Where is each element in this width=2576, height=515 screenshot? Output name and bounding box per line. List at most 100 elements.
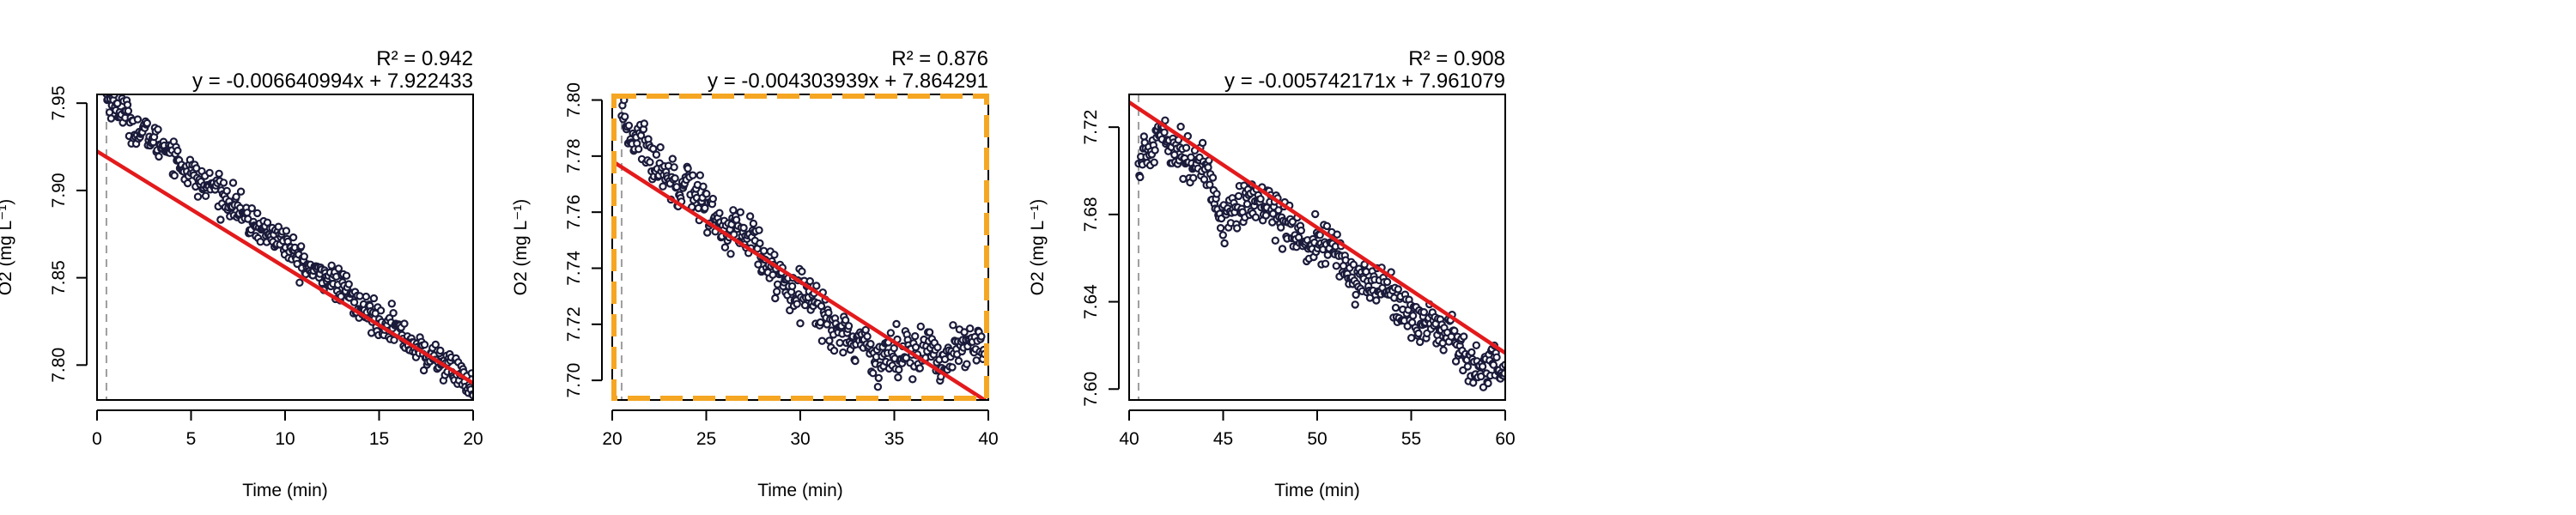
data-point bbox=[1261, 211, 1271, 220]
data-point bbox=[1176, 122, 1185, 131]
chart-panel-2: 20 25 30 35 40 7.70 7.72 7.74 7.76 7.78 7.80 Time (… bbox=[511, 47, 999, 500]
data-point bbox=[672, 183, 681, 191]
data-point bbox=[1204, 163, 1212, 172]
data-point bbox=[1256, 195, 1265, 203]
y-tick-label: 7.76 bbox=[564, 195, 584, 230]
r-squared-label: R² = 0.942 bbox=[376, 47, 473, 70]
data-point bbox=[467, 369, 473, 378]
data-point bbox=[123, 100, 132, 109]
data-point bbox=[106, 114, 116, 123]
data-point bbox=[133, 115, 143, 124]
data-point bbox=[925, 328, 934, 336]
plot-frame bbox=[1128, 94, 1506, 401]
data-point bbox=[699, 182, 708, 191]
x-tick-label: 5 bbox=[186, 429, 197, 449]
data-point bbox=[327, 261, 336, 270]
data-point bbox=[873, 383, 883, 391]
y-tick-label: 7.70 bbox=[564, 363, 584, 398]
data-point bbox=[954, 356, 963, 366]
x-axis-title: Time (min) bbox=[1274, 481, 1360, 500]
data-point bbox=[933, 343, 942, 352]
data-point bbox=[1315, 231, 1324, 239]
data-point bbox=[1218, 231, 1228, 239]
data-point bbox=[193, 192, 203, 201]
data-point bbox=[1188, 173, 1198, 182]
data-point bbox=[282, 227, 291, 235]
regression-equation: y = -0.004303939x + 7.864291 bbox=[708, 70, 988, 93]
y-axis-title: O2 (mg L⁻¹) bbox=[511, 199, 531, 296]
data-point bbox=[1406, 334, 1416, 342]
data-point bbox=[696, 171, 705, 179]
data-point bbox=[869, 369, 878, 378]
data-point bbox=[342, 271, 351, 280]
y-tick-label: 7.74 bbox=[564, 251, 584, 286]
r-squared-label: R² = 0.876 bbox=[891, 47, 988, 70]
data-point bbox=[289, 233, 298, 242]
x-axis-title: Time (min) bbox=[757, 481, 843, 500]
data-point bbox=[1179, 174, 1188, 184]
data-point bbox=[300, 252, 308, 261]
data-point bbox=[726, 250, 735, 258]
data-point bbox=[1170, 150, 1179, 160]
data-point bbox=[805, 276, 815, 286]
data-point bbox=[369, 294, 379, 303]
data-point bbox=[773, 288, 781, 296]
y-tick-label: 7.72 bbox=[564, 306, 584, 342]
data-point bbox=[1439, 346, 1448, 354]
data-point bbox=[825, 336, 834, 345]
data-point bbox=[1333, 230, 1341, 239]
data-point bbox=[1479, 383, 1488, 391]
data-point bbox=[652, 150, 661, 159]
data-point bbox=[861, 325, 870, 335]
data-point bbox=[963, 360, 971, 368]
data-point bbox=[866, 340, 875, 348]
data-point bbox=[755, 226, 763, 234]
data-point bbox=[812, 282, 821, 290]
data-point bbox=[1212, 190, 1221, 198]
data-point bbox=[390, 336, 398, 344]
data-point bbox=[863, 332, 872, 341]
data-point bbox=[948, 363, 957, 372]
data-point bbox=[1220, 239, 1229, 248]
data-point bbox=[1459, 332, 1468, 341]
data-point bbox=[659, 182, 667, 191]
data-point bbox=[902, 354, 911, 362]
data-point bbox=[389, 309, 398, 318]
data-point bbox=[1382, 277, 1392, 287]
data-point bbox=[247, 203, 256, 213]
data-point bbox=[793, 300, 801, 308]
data-point bbox=[841, 316, 850, 324]
data-point bbox=[798, 267, 806, 276]
data-point bbox=[1161, 116, 1170, 124]
x-tick-label: 40 bbox=[1119, 429, 1139, 449]
data-point bbox=[874, 373, 884, 383]
data-point bbox=[977, 332, 986, 341]
data-point bbox=[387, 300, 396, 308]
y-tick-label: 7.80 bbox=[49, 348, 69, 383]
data-point bbox=[894, 373, 902, 382]
data-point bbox=[1351, 300, 1359, 309]
data-point bbox=[916, 322, 926, 331]
chart-panel-3: 40 45 50 55 60 7.60 7.64 7.68 7.72 Time (min) O2 (… bbox=[1028, 47, 1516, 500]
data-point bbox=[749, 219, 758, 228]
data-point bbox=[844, 322, 854, 330]
data-point bbox=[911, 342, 920, 352]
data-point bbox=[829, 346, 839, 355]
data-point bbox=[1242, 199, 1252, 209]
x-tick-label: 40 bbox=[978, 429, 998, 449]
data-point bbox=[253, 209, 262, 218]
data-point bbox=[754, 260, 762, 269]
data-point bbox=[715, 209, 724, 217]
data-point bbox=[222, 186, 231, 196]
data-point bbox=[376, 306, 386, 315]
data-point bbox=[143, 118, 151, 128]
data-point bbox=[1232, 224, 1242, 233]
y-tick-label: 7.80 bbox=[564, 82, 584, 118]
data-point bbox=[232, 192, 240, 201]
x-axis-title: Time (min) bbox=[242, 481, 328, 500]
data-point bbox=[334, 264, 343, 273]
data-point bbox=[1322, 221, 1332, 231]
data-point bbox=[1151, 146, 1159, 154]
data-point bbox=[431, 340, 440, 349]
